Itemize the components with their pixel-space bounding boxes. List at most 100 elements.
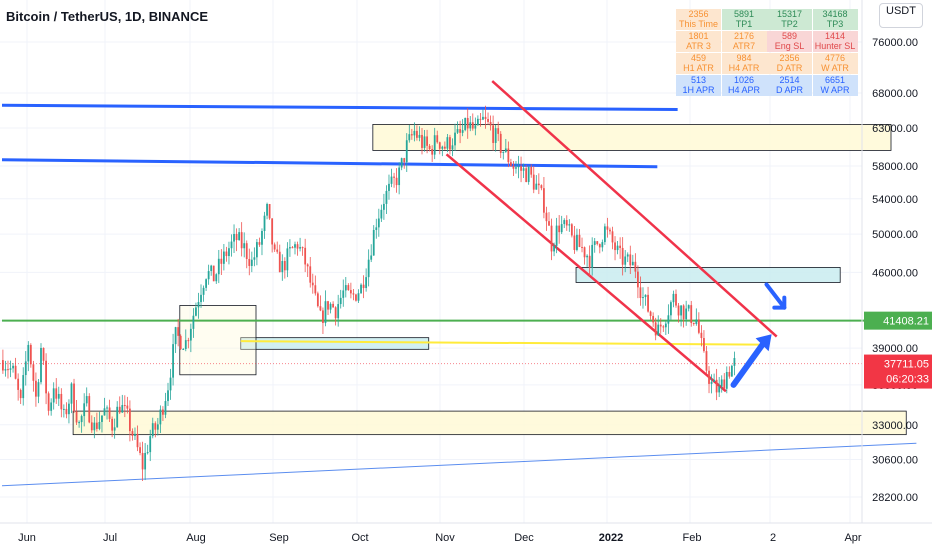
candle-body bbox=[662, 326, 665, 328]
candle-body bbox=[177, 327, 180, 336]
candle-body bbox=[80, 416, 83, 423]
candle-body bbox=[390, 176, 393, 184]
candle-body bbox=[248, 258, 251, 266]
zone-box bbox=[372, 124, 892, 151]
candle-body bbox=[593, 241, 596, 245]
candle-body bbox=[443, 146, 446, 149]
candle-body bbox=[266, 203, 268, 216]
candle-body bbox=[337, 304, 340, 319]
candle-body bbox=[578, 234, 581, 247]
candle-body bbox=[725, 372, 728, 389]
time-tick-label: Oct bbox=[351, 532, 368, 544]
candle-body bbox=[710, 381, 713, 384]
candle-body bbox=[220, 258, 223, 264]
candle-body bbox=[606, 226, 609, 230]
candle-body bbox=[715, 379, 718, 393]
candle-body bbox=[202, 287, 205, 295]
candle-body bbox=[705, 351, 708, 371]
candle-body bbox=[586, 255, 588, 258]
stats-cell: 513 1H APR bbox=[676, 75, 721, 96]
candle-body bbox=[101, 415, 103, 422]
candle-body bbox=[687, 305, 690, 309]
currency-selector[interactable]: USDT bbox=[879, 3, 923, 28]
candle-body bbox=[332, 303, 334, 308]
candle-body bbox=[256, 242, 258, 258]
candle-body bbox=[482, 116, 484, 120]
candle-body bbox=[225, 251, 228, 257]
candle-body bbox=[141, 452, 144, 470]
candle-body bbox=[548, 221, 550, 226]
candle-body bbox=[708, 370, 710, 384]
time-tick-label: Apr bbox=[844, 532, 861, 544]
candle-body bbox=[733, 358, 736, 366]
stats-cell: 6651 W APR bbox=[812, 75, 858, 96]
zone-box bbox=[72, 410, 907, 436]
projection-arrowhead bbox=[755, 334, 772, 352]
candle-body bbox=[243, 243, 246, 249]
candle-body bbox=[672, 293, 675, 303]
candle-body bbox=[423, 136, 426, 148]
candle-body bbox=[245, 243, 248, 259]
price-tick-label: 76000.00 bbox=[872, 37, 918, 49]
candle-body bbox=[713, 379, 715, 382]
candle-body bbox=[596, 241, 599, 245]
candle-body bbox=[304, 247, 307, 265]
candle-body bbox=[388, 183, 390, 191]
candle-body bbox=[27, 344, 30, 362]
candle-body bbox=[624, 256, 627, 265]
stats-value: 2356 bbox=[688, 9, 709, 19]
candle-body bbox=[154, 423, 157, 430]
stats-cell: 2514 D APR bbox=[767, 75, 812, 96]
candle-body bbox=[349, 290, 352, 294]
candle-body bbox=[692, 322, 695, 324]
time-tick-label: 2022 bbox=[599, 532, 623, 544]
candle-body bbox=[408, 134, 411, 141]
candle-body bbox=[621, 247, 624, 265]
candle-body bbox=[306, 264, 309, 267]
candle-body bbox=[75, 411, 78, 423]
candle-body bbox=[162, 409, 164, 415]
candle-body bbox=[609, 229, 611, 232]
candle-body bbox=[121, 405, 124, 413]
currency-label: USDT bbox=[886, 5, 916, 17]
candle-body bbox=[217, 258, 220, 275]
candle-body bbox=[370, 255, 373, 260]
candle-body bbox=[103, 408, 106, 416]
blue-resistance-lower bbox=[1, 158, 658, 169]
candle-body bbox=[695, 319, 698, 324]
candle-body bbox=[235, 233, 238, 241]
level-tag bbox=[864, 311, 932, 330]
candle-body bbox=[375, 227, 378, 230]
channel-lower bbox=[445, 153, 727, 393]
candle-body bbox=[703, 338, 705, 352]
candle-body bbox=[515, 167, 517, 169]
candle-body bbox=[164, 401, 167, 415]
candle-body bbox=[14, 365, 17, 379]
candle-body bbox=[286, 248, 289, 271]
candle-body bbox=[253, 257, 256, 260]
candle-body bbox=[619, 245, 622, 248]
candle-body bbox=[70, 383, 73, 404]
candle-body bbox=[466, 117, 469, 129]
stats-cell: 5891 TP1 bbox=[721, 9, 767, 30]
candle-body bbox=[697, 319, 700, 333]
candle-body bbox=[212, 265, 215, 282]
candle-body bbox=[357, 293, 360, 301]
candle-body bbox=[456, 129, 459, 133]
candle-body bbox=[637, 271, 639, 288]
stats-label: TP2 bbox=[781, 19, 798, 29]
price-tick-label: 30600.00 bbox=[872, 454, 918, 466]
candle-body bbox=[278, 251, 281, 273]
stats-cell: 459 H1 ATR bbox=[676, 53, 721, 74]
candle-body bbox=[535, 183, 538, 190]
candle-body bbox=[489, 121, 492, 126]
candle-body bbox=[93, 422, 96, 431]
stats-cell: 1026 H4 APR bbox=[721, 75, 767, 96]
candle-body bbox=[395, 177, 398, 186]
stats-label: 1H APR bbox=[682, 85, 715, 95]
stats-value: 2356 bbox=[779, 53, 800, 63]
candle-body bbox=[720, 379, 723, 387]
candle-body bbox=[550, 225, 553, 252]
candle-body bbox=[159, 409, 162, 425]
